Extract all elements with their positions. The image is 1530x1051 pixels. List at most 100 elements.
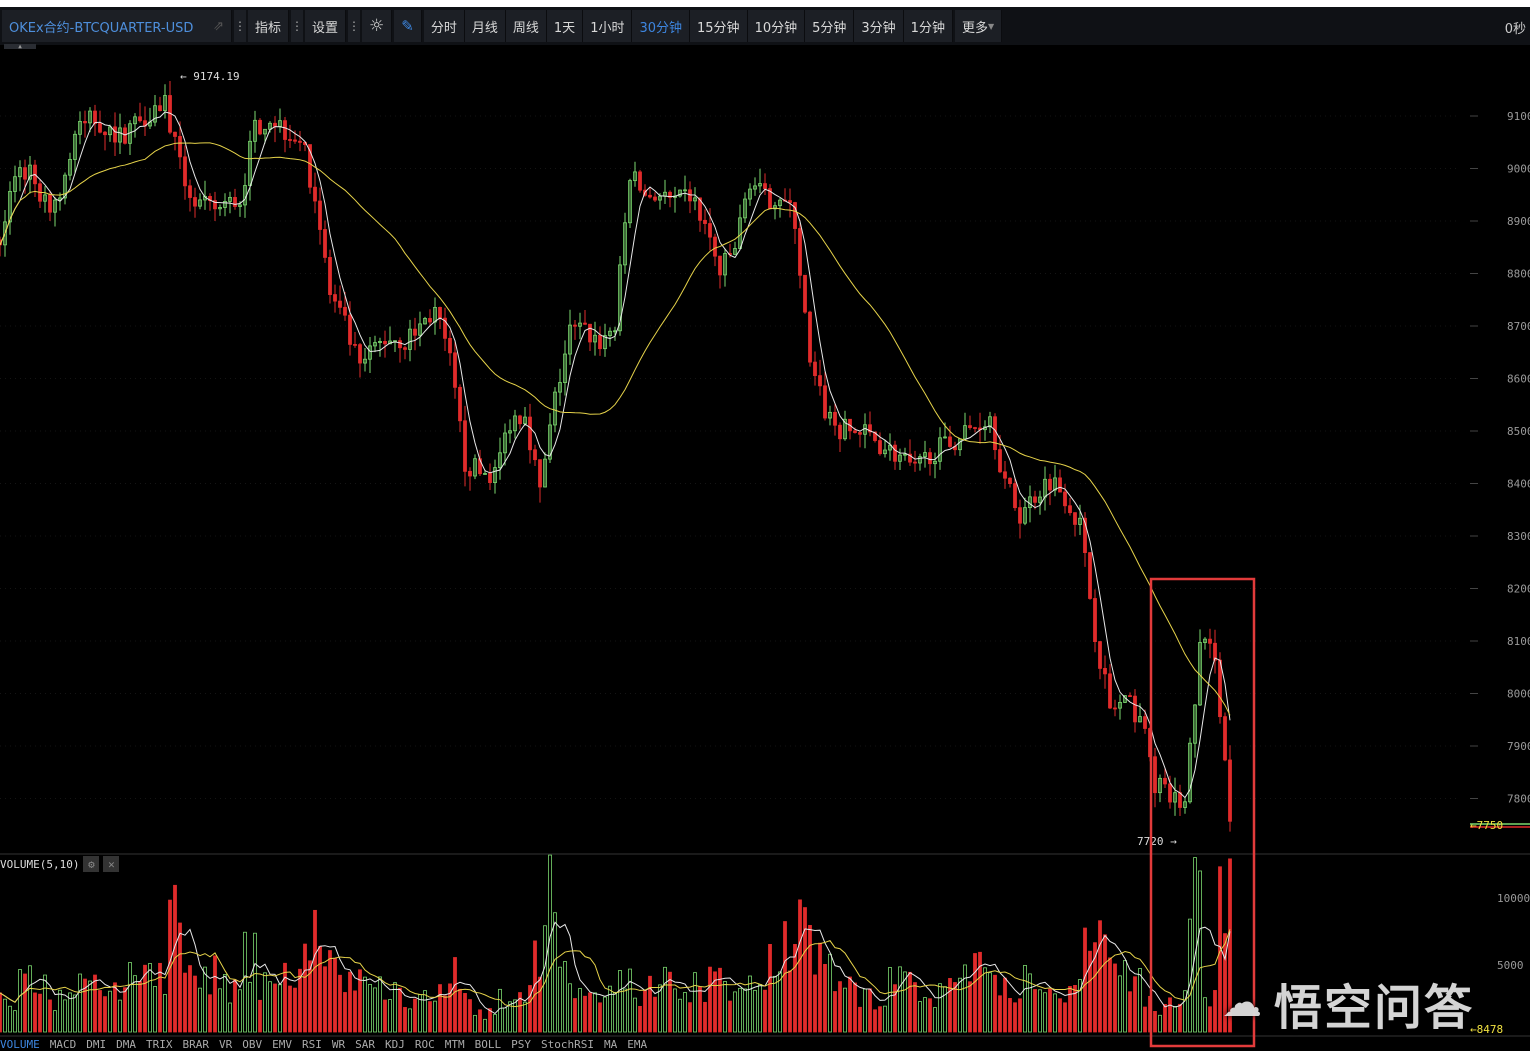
drag-handle-icon[interactable]: ⋮	[348, 10, 361, 42]
interval-tab[interactable]: 月线	[464, 10, 506, 42]
volume-bar	[153, 986, 157, 1033]
symbol-label: OKEx合约-BTCQUARTER-USD	[9, 20, 194, 36]
indicator-tab[interactable]: BOLL	[474, 1038, 502, 1051]
popout-icon[interactable]: ⇗	[213, 18, 224, 34]
interval-tab[interactable]: 周线	[505, 10, 547, 42]
indicator-tab[interactable]: TRIX	[146, 1038, 173, 1051]
indicator-tab[interactable]: DMI	[86, 1038, 107, 1051]
volume-bar	[913, 982, 917, 1033]
candle-body	[1113, 707, 1117, 710]
candle-body	[758, 183, 762, 187]
volume-bar	[428, 1001, 432, 1033]
indicator-tab[interactable]: VR	[219, 1038, 233, 1051]
candle-body	[773, 205, 777, 210]
candle-body	[1223, 716, 1227, 761]
indicator-tab[interactable]: DMA	[116, 1038, 136, 1051]
volume-bar	[623, 988, 627, 1033]
drag-handle-icon[interactable]: ⋮	[291, 10, 304, 42]
candle-body	[223, 201, 227, 208]
candle-body	[1103, 668, 1107, 675]
volume-bar	[213, 955, 217, 1033]
ma-slow-line	[0, 142, 1231, 716]
low-price-marker: 7720 →	[1137, 835, 1177, 848]
volume-bar	[643, 989, 647, 1033]
volume-bar	[313, 909, 317, 1033]
y-tick-label: 8500	[1507, 425, 1530, 438]
interval-tab[interactable]: 3分钟	[854, 10, 904, 42]
indicator-tab[interactable]: WR	[331, 1038, 346, 1051]
indicator-tab[interactable]: SAR	[355, 1038, 375, 1051]
candle-body	[723, 253, 727, 276]
indicator-tab[interactable]: StochRSI	[541, 1038, 594, 1051]
interval-tab[interactable]: 30分钟	[632, 10, 691, 42]
volume-bar	[693, 972, 697, 1033]
indicators-button[interactable]: 指标	[248, 10, 290, 42]
toolbar: OKEx合约-BTCQUARTER-USD ⇗ ⋮ 指标 ⋮ 设置 ⋮ ☼ ✎ 分…	[0, 7, 1530, 45]
interval-tab[interactable]: 1小时	[583, 10, 633, 42]
interval-tab[interactable]: 10分钟	[747, 10, 806, 42]
interval-tab[interactable]: 分时	[423, 10, 465, 42]
settings-button[interactable]: 设置	[305, 10, 347, 42]
volume-bar	[1153, 1011, 1157, 1033]
volume-bar	[653, 996, 657, 1033]
candle-body	[1108, 673, 1112, 709]
candle-body	[43, 194, 47, 202]
indicator-tab[interactable]: BRAR	[182, 1038, 210, 1051]
candle-body	[938, 437, 942, 462]
theme-sun-icon[interactable]: ☼	[362, 10, 393, 42]
volume-bar	[178, 922, 182, 1033]
symbol-selector[interactable]: OKEx合约-BTCQUARTER-USD ⇗	[2, 10, 232, 42]
volume-bar	[788, 970, 792, 1033]
volume-bar	[1068, 986, 1072, 1033]
volume-bar	[898, 966, 902, 1033]
indicator-tab[interactable]: VOLUME	[0, 1038, 40, 1051]
draw-pencil-icon[interactable]: ✎	[394, 10, 422, 42]
indicator-tab[interactable]: PSY	[511, 1038, 531, 1051]
volume-bar	[443, 995, 447, 1033]
interval-tab[interactable]: 1分钟	[903, 10, 953, 42]
candle-body	[53, 199, 57, 213]
indicator-tab[interactable]: EMA	[627, 1038, 648, 1051]
volume-bar	[923, 997, 927, 1033]
y-tick-label: 8300	[1507, 530, 1530, 543]
candle-body	[23, 167, 27, 180]
candle-body	[853, 430, 857, 433]
volume-bar	[208, 994, 212, 1033]
candle-body	[513, 415, 517, 432]
interval-tab[interactable]: 1天	[546, 10, 584, 42]
volume-bar	[798, 899, 802, 1033]
volume-bar	[458, 988, 462, 1033]
candle-body	[323, 229, 327, 258]
indicator-tab[interactable]: ROC	[414, 1038, 435, 1051]
volume-bar	[98, 990, 102, 1033]
more-intervals-dropdown[interactable]: 更多 ▼	[954, 10, 1003, 42]
volume-bar	[883, 1005, 887, 1033]
close-icon[interactable]: ✕	[103, 856, 120, 872]
gear-icon[interactable]: ⚙	[83, 856, 100, 872]
volume-bar	[193, 975, 197, 1033]
candle-body	[908, 453, 912, 463]
volume-bar	[858, 1006, 862, 1033]
indicator-tab[interactable]: EMV	[272, 1038, 292, 1051]
indicator-tab[interactable]: OBV	[242, 1038, 263, 1051]
collapse-toolbar-button[interactable]: ▲	[4, 44, 36, 50]
interval-tab[interactable]: 15分钟	[690, 10, 748, 42]
candle-body	[448, 337, 452, 354]
volume-bar	[683, 992, 687, 1033]
candle-body	[868, 424, 872, 433]
indicator-tab[interactable]: RSI	[302, 1038, 322, 1051]
candle-body	[138, 116, 142, 122]
drag-handle-icon[interactable]: ⋮	[234, 10, 246, 42]
volume-bar	[103, 996, 107, 1033]
volume-bar	[1223, 933, 1227, 1033]
indicator-tab[interactable]: KDJ	[385, 1038, 405, 1051]
indicator-tab[interactable]: MTM	[444, 1038, 465, 1051]
interval-tab[interactable]: 5分钟	[805, 10, 855, 42]
volume-bar	[48, 999, 52, 1033]
volume-bar	[963, 964, 967, 1033]
indicator-tab[interactable]: MA	[603, 1038, 618, 1051]
indicator-tab[interactable]: MACD	[49, 1038, 77, 1051]
volume-bar	[958, 977, 962, 1033]
volume-bar	[523, 1001, 527, 1033]
